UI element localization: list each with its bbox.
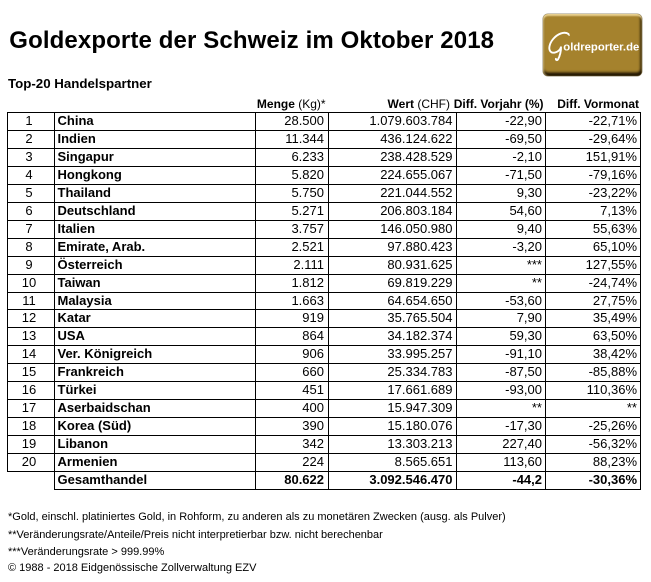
svg-text:oldreporter.de: oldreporter.de bbox=[563, 41, 639, 53]
